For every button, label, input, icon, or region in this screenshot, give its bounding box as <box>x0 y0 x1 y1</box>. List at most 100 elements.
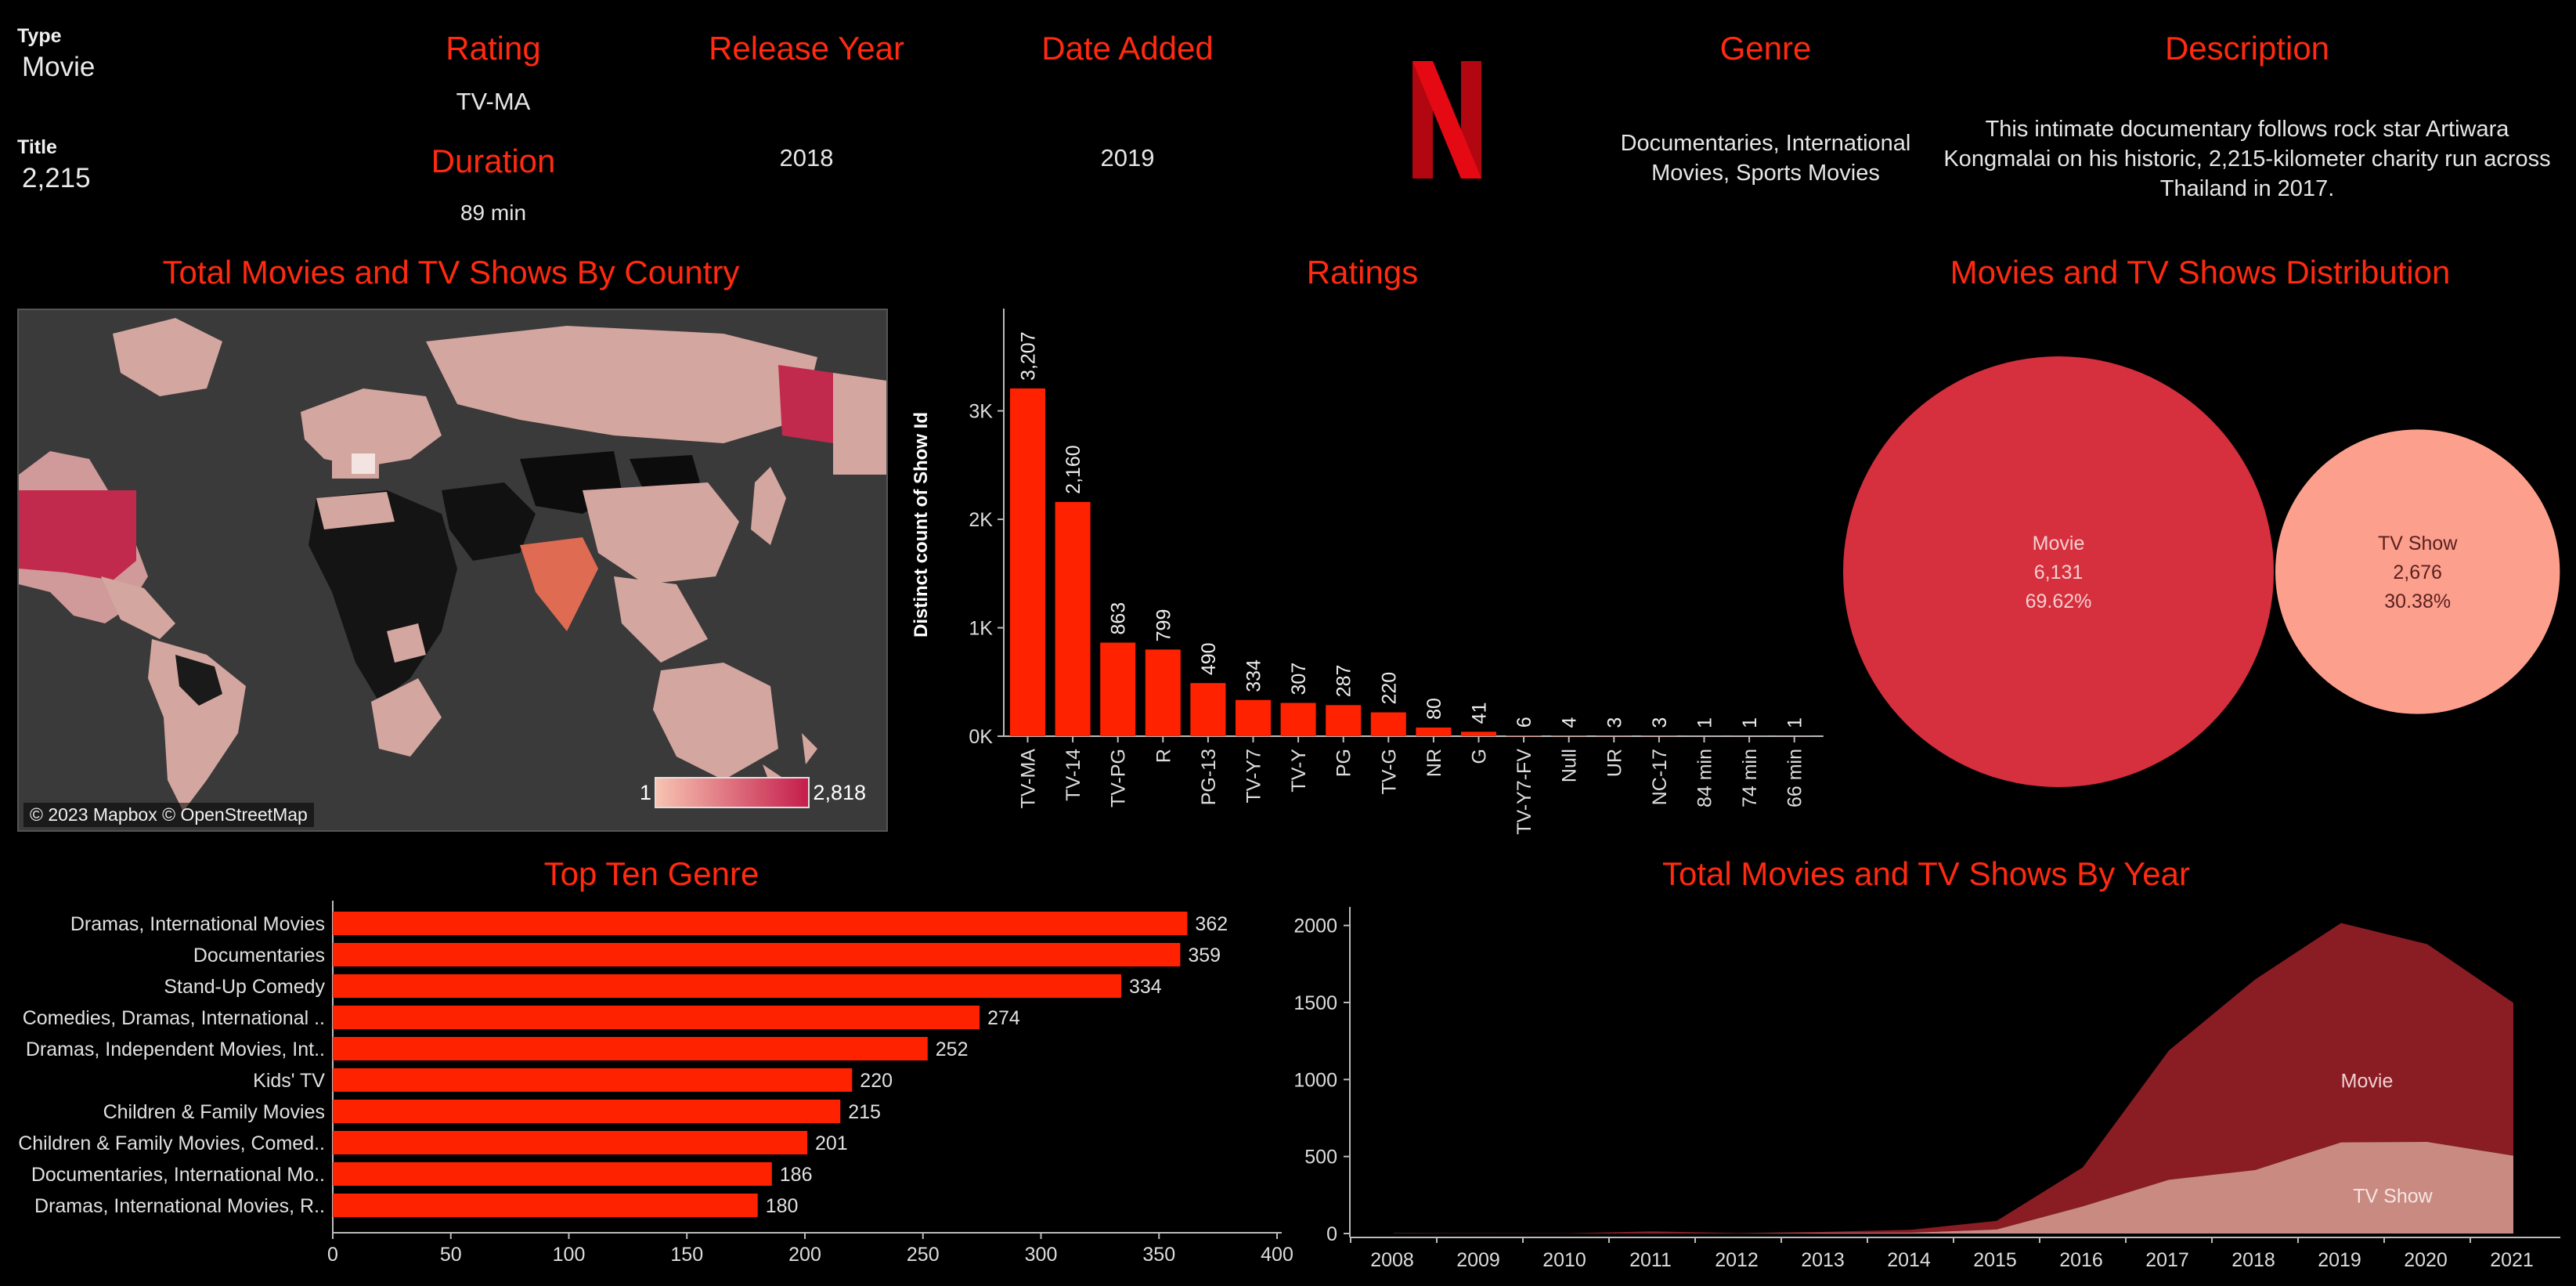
release-year-value: 2018 <box>779 144 834 172</box>
genre-chart-title: Top Ten Genre <box>543 855 759 892</box>
year-y-tick-label: 2000 <box>1293 916 1337 937</box>
ratings-x-tick-label: TV-Y7 <box>1243 749 1265 803</box>
ratings-data-label: 799 <box>1153 609 1174 642</box>
year-x-tick-label: 2013 <box>1801 1249 1845 1271</box>
ratings-bar <box>1551 735 1587 736</box>
ratings-x-tick-label: G <box>1469 749 1491 764</box>
year-x-tick-label: 2014 <box>1887 1249 1931 1271</box>
genre-category-label: Dramas, International Movies, R.. <box>34 1195 325 1217</box>
ratings-data-label: 41 <box>1469 703 1491 724</box>
map-attribution: © 2023 Mapbox © OpenStreetMap <box>23 803 314 827</box>
world-map-shapes <box>19 318 886 811</box>
genre-category-label: Dramas, Independent Movies, Int.. <box>26 1039 325 1060</box>
year-y-tick-label: 0 <box>1326 1223 1337 1245</box>
ratings-x-tick-label: TV-14 <box>1063 749 1084 801</box>
ratings-bar <box>1280 703 1316 736</box>
bubble-label: TV Show <box>2378 533 2458 554</box>
distribution-chart: Movie 6,131 69.62% TV Show 2,676 30.38% <box>1843 356 2560 787</box>
ratings-bar <box>1055 501 1091 736</box>
ratings-data-label: 1 <box>1694 717 1716 728</box>
year-x-tick-label: 2017 <box>2145 1249 2189 1271</box>
year-x-tick-label: 2021 <box>2490 1249 2534 1271</box>
ratings-y-axis-label: Distinct count of Show Id <box>911 412 932 638</box>
ratings-chart-title: Ratings <box>1306 254 1419 291</box>
bubble-label: Movie <box>2033 533 2085 554</box>
genre-bar <box>333 943 1181 966</box>
tv-show-series-label: TV Show <box>2353 1186 2433 1208</box>
bubble-label: 30.38% <box>2384 591 2451 612</box>
year-chart: 0 500 1000 1500 2000 Movie TV Show 2008 2009 2010… <box>1293 907 2560 1271</box>
ratings-bar <box>1145 649 1181 736</box>
year-y-tick-label: 1500 <box>1293 992 1337 1014</box>
genre-x-tick-label: 100 <box>553 1244 586 1266</box>
genre-data-label: 180 <box>766 1195 799 1217</box>
bubble-label: 2,676 <box>2393 562 2442 583</box>
genre-category-label: Documentaries, International Mo.. <box>31 1164 325 1186</box>
genre-category-label: Children & Family Movies <box>103 1101 325 1123</box>
ratings-x-tick-label: NR <box>1423 749 1445 777</box>
year-x-tick-label: 2008 <box>1370 1249 1414 1271</box>
year-x-tick-label: 2015 <box>1973 1249 2017 1271</box>
year-x-tick-label: 2012 <box>1715 1249 1759 1271</box>
ratings-x-tick-label: Null <box>1559 749 1581 782</box>
ratings-data-label: 4 <box>1559 717 1581 728</box>
ratings-x-tick-label: PG-13 <box>1198 749 1220 805</box>
genre-category-label: Stand-Up Comedy <box>164 976 325 998</box>
year-x-tick-label: 2016 <box>2059 1249 2103 1271</box>
ratings-data-label: 1 <box>1739 717 1761 728</box>
genre-category-label: Dramas, International Movies <box>70 913 325 935</box>
date-added-value: 2019 <box>1100 144 1155 172</box>
genre-bar <box>333 1068 853 1092</box>
genre-category-label: Kids' TV <box>253 1070 325 1092</box>
genre-bar <box>333 1194 758 1217</box>
map-legend-min: 1 <box>639 781 651 804</box>
genre-bar <box>333 1100 841 1123</box>
date-added-label: Date Added <box>1041 30 1214 67</box>
genre-x-tick-label: 150 <box>670 1244 703 1266</box>
year-x-tick-label: 2019 <box>2318 1249 2361 1271</box>
genre-x-tick-label: 250 <box>907 1244 940 1266</box>
map-title: Total Movies and TV Shows By Country <box>162 254 740 291</box>
year-x-tick-label: 2010 <box>1542 1249 1586 1271</box>
year-x-tick-label: 2020 <box>2404 1249 2448 1271</box>
ratings-bar <box>1461 732 1496 736</box>
genre-category-label: Children & Family Movies, Comed.. <box>18 1132 325 1154</box>
ratings-data-label: 2,160 <box>1063 445 1084 494</box>
ratings-bar <box>1236 699 1271 736</box>
movie-bubble <box>1843 356 2274 787</box>
genre-bar <box>333 1006 980 1029</box>
ratings-x-tick-label: PG <box>1333 749 1355 777</box>
genre-data-label: 215 <box>848 1101 881 1123</box>
ratings-x-tick-label: TV-Y <box>1288 749 1310 793</box>
ratings-y-tick-label: 3K <box>969 401 993 423</box>
title-value: 2,215 <box>22 163 91 193</box>
genre-data-label: 186 <box>780 1164 813 1186</box>
description-value: This intimate documentary follows rock s… <box>1943 117 2551 201</box>
title-label: Title <box>17 136 57 158</box>
ratings-data-label: 3,207 <box>1018 331 1040 381</box>
genre-data-label: 252 <box>936 1039 969 1060</box>
netflix-n-logo <box>1412 61 1481 179</box>
release-year-label: Release Year <box>709 30 904 67</box>
ratings-x-tick-label: 84 min <box>1694 749 1716 807</box>
genre-x-tick-label: 400 <box>1261 1244 1293 1266</box>
country-map[interactable]: © 2023 Mapbox © OpenStreetMap 1 2,818 <box>17 309 888 832</box>
genre-bar <box>333 1162 772 1186</box>
year-y-tick-label: 500 <box>1304 1147 1337 1169</box>
year-chart-title: Total Movies and TV Shows By Year <box>1662 855 2190 892</box>
ratings-data-label: 307 <box>1288 663 1310 695</box>
genre-data-label: 362 <box>1195 913 1228 935</box>
ratings-data-label: 3 <box>1649 717 1671 728</box>
ratings-y-tick-label: 2K <box>969 509 993 531</box>
genre-chart: 0 50 100 150 200 250 300 350 400 Dramas, Internat… <box>18 901 1293 1266</box>
genre-x-tick-label: 50 <box>440 1244 462 1266</box>
description-label: Description <box>2164 30 2330 67</box>
year-x-tick-label: 2018 <box>2231 1249 2275 1271</box>
genre-data-label: 334 <box>1129 976 1162 998</box>
ratings-x-tick-label: TV-Y7-FV <box>1513 749 1535 835</box>
genre-x-tick-label: 0 <box>327 1244 338 1266</box>
ratings-x-tick-label: TV-MA <box>1018 749 1040 809</box>
genre-category-label: Comedies, Dramas, International .. <box>23 1007 325 1029</box>
genre-bar <box>333 974 1122 998</box>
ratings-bar <box>1416 727 1452 736</box>
